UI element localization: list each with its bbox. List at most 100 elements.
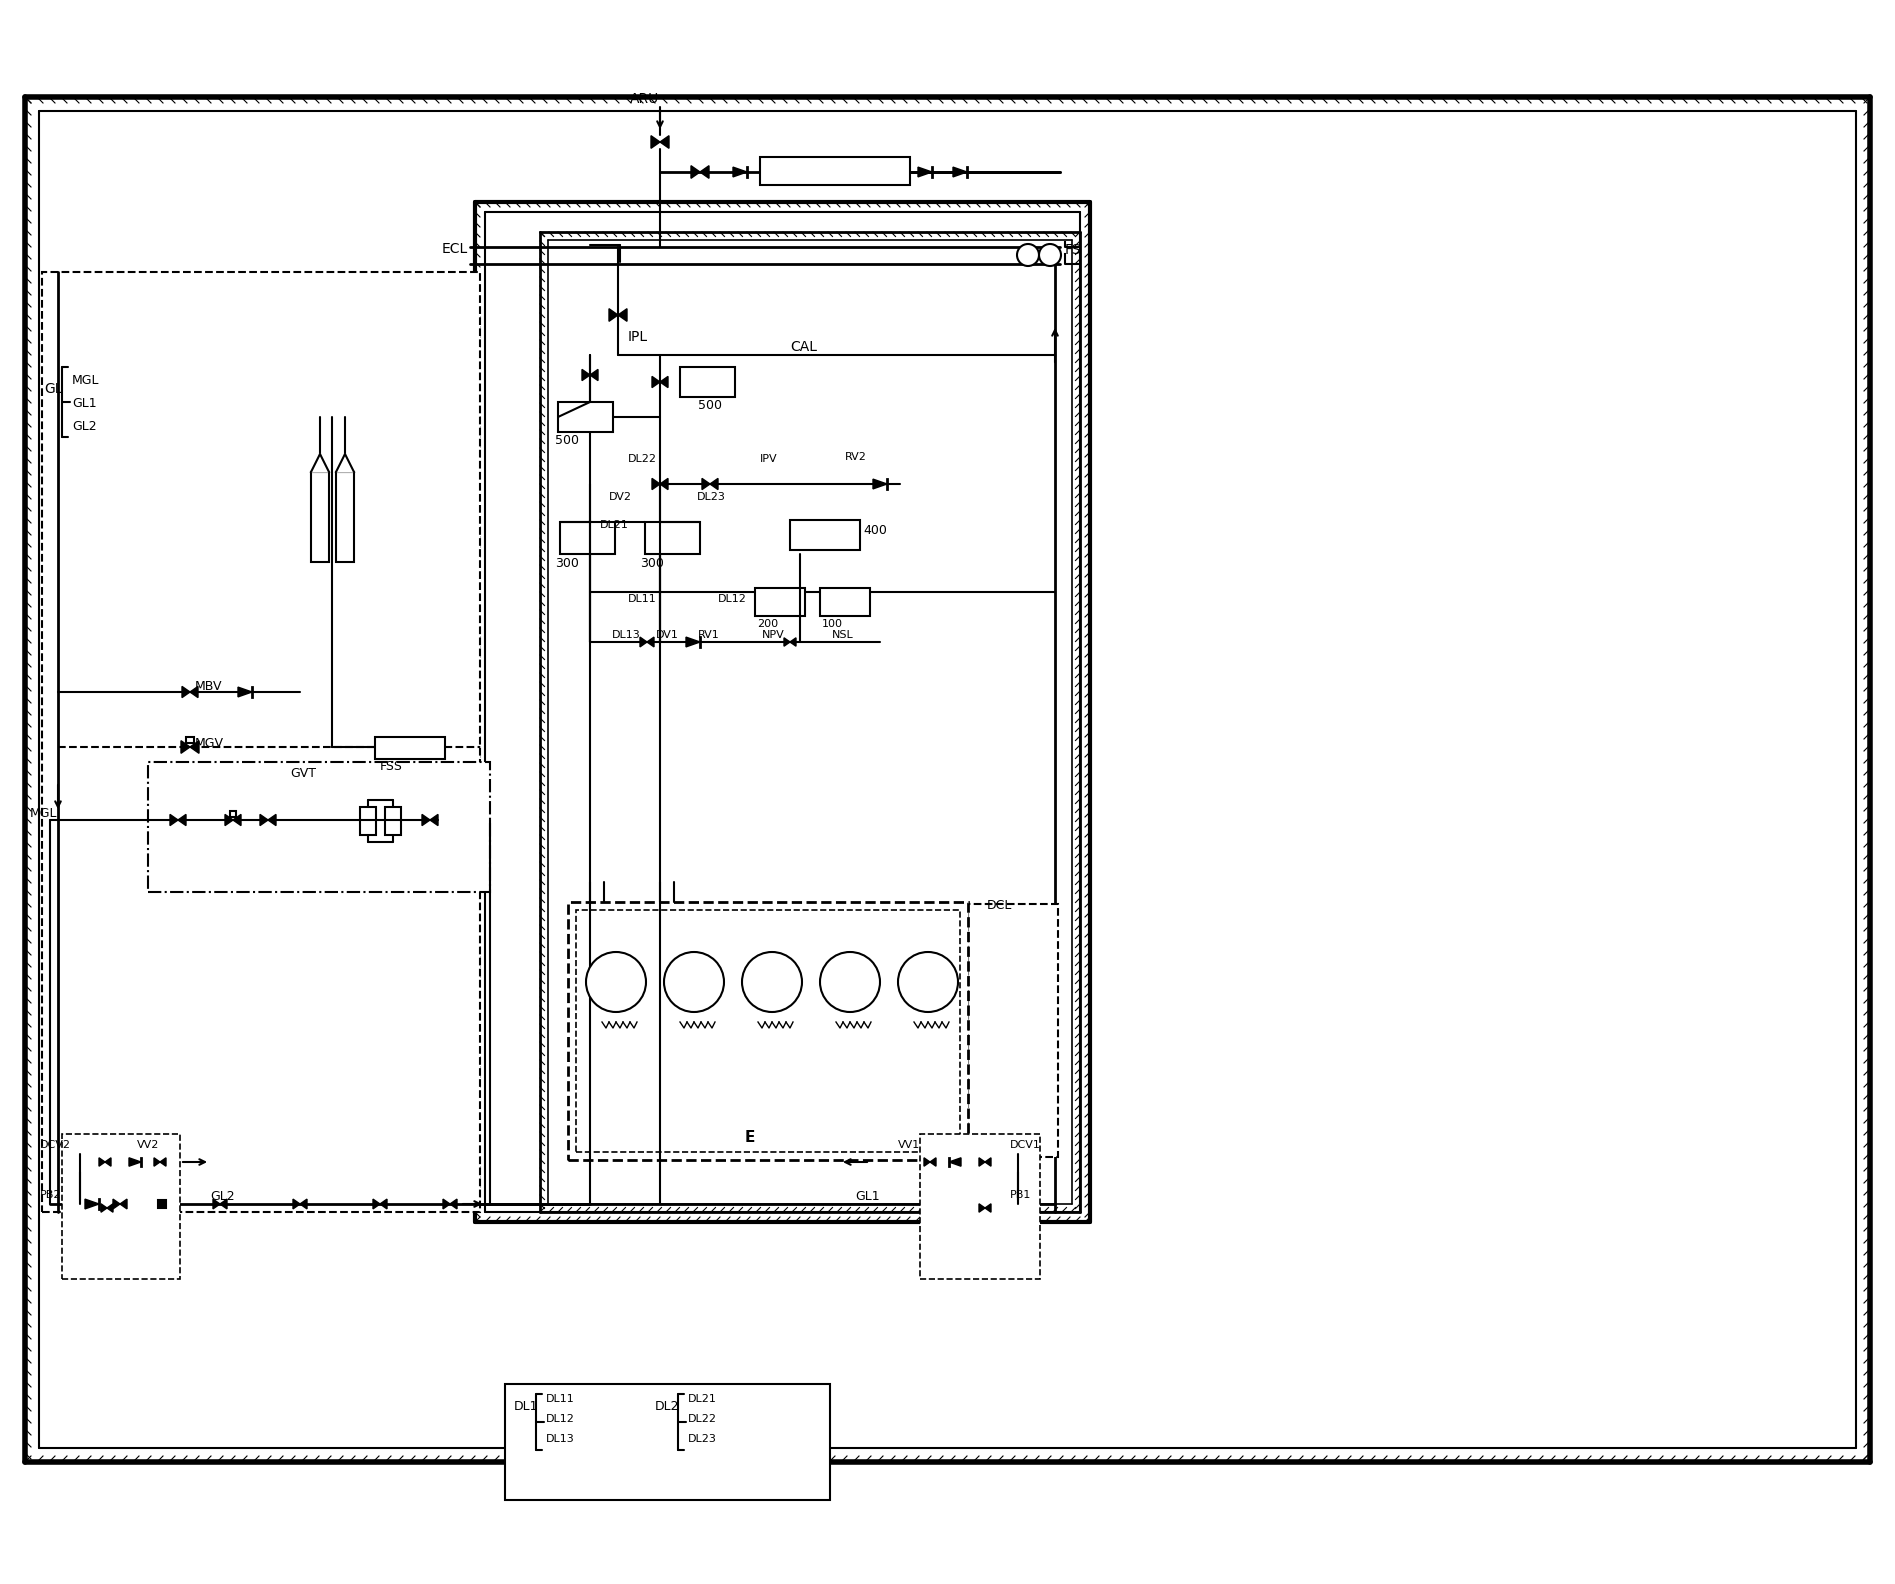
Polygon shape xyxy=(980,1158,985,1166)
Bar xyxy=(157,1201,167,1209)
Text: NPV: NPV xyxy=(762,630,785,640)
Polygon shape xyxy=(106,1204,114,1212)
Polygon shape xyxy=(373,1199,381,1209)
Text: GL1: GL1 xyxy=(72,398,97,410)
Polygon shape xyxy=(153,1158,159,1166)
Polygon shape xyxy=(267,814,277,825)
Text: ECL: ECL xyxy=(442,242,468,257)
Polygon shape xyxy=(443,1199,449,1209)
Text: DL13: DL13 xyxy=(546,1434,574,1445)
Text: DL11: DL11 xyxy=(546,1394,574,1403)
Bar xyxy=(311,472,330,562)
Bar xyxy=(229,811,237,817)
Text: GVT: GVT xyxy=(290,767,316,779)
Polygon shape xyxy=(182,741,190,754)
Bar xyxy=(63,1134,180,1278)
Text: MBV: MBV xyxy=(195,680,222,692)
Bar xyxy=(754,588,805,616)
Polygon shape xyxy=(171,814,178,825)
Polygon shape xyxy=(178,814,186,825)
Text: 300: 300 xyxy=(641,558,663,570)
Text: VV1: VV1 xyxy=(898,1140,921,1150)
Text: MGL: MGL xyxy=(72,374,100,386)
Polygon shape xyxy=(114,1199,119,1209)
Polygon shape xyxy=(260,814,267,825)
Circle shape xyxy=(898,952,959,1012)
Text: IPV: IPV xyxy=(760,455,777,464)
Polygon shape xyxy=(659,377,669,388)
Polygon shape xyxy=(99,1158,104,1166)
Polygon shape xyxy=(949,1158,961,1166)
Text: DL23: DL23 xyxy=(697,493,726,502)
Polygon shape xyxy=(659,478,669,489)
Text: DL11: DL11 xyxy=(627,594,658,604)
Text: DL2: DL2 xyxy=(656,1400,680,1413)
Circle shape xyxy=(663,952,724,1012)
Polygon shape xyxy=(449,1199,457,1209)
Text: 500: 500 xyxy=(697,399,722,412)
Polygon shape xyxy=(985,1204,991,1212)
Text: RV1: RV1 xyxy=(697,630,720,640)
Polygon shape xyxy=(233,814,241,825)
Polygon shape xyxy=(652,478,659,489)
Text: PB1: PB1 xyxy=(1010,1190,1031,1201)
Bar xyxy=(644,523,699,554)
Polygon shape xyxy=(589,369,599,380)
Bar xyxy=(360,806,375,835)
Text: DV2: DV2 xyxy=(608,493,633,502)
Polygon shape xyxy=(785,638,790,646)
Bar xyxy=(680,367,735,398)
Bar xyxy=(335,472,354,562)
Polygon shape xyxy=(212,1199,220,1209)
Text: DL22: DL22 xyxy=(627,455,658,464)
Polygon shape xyxy=(652,136,659,149)
Circle shape xyxy=(821,952,879,1012)
Polygon shape xyxy=(311,455,330,472)
Polygon shape xyxy=(652,377,659,388)
Bar xyxy=(385,806,402,835)
Polygon shape xyxy=(335,455,354,472)
Polygon shape xyxy=(686,637,699,646)
Text: MGL: MGL xyxy=(30,806,57,821)
Polygon shape xyxy=(917,166,932,177)
Polygon shape xyxy=(190,686,197,697)
Text: 500: 500 xyxy=(555,434,580,447)
Bar xyxy=(375,737,445,759)
Polygon shape xyxy=(226,814,233,825)
Polygon shape xyxy=(692,166,699,179)
Text: NSL: NSL xyxy=(832,630,855,640)
Polygon shape xyxy=(699,166,709,179)
Polygon shape xyxy=(129,1158,140,1166)
Polygon shape xyxy=(790,638,796,646)
Bar xyxy=(148,762,491,892)
Polygon shape xyxy=(239,687,252,697)
Bar xyxy=(760,157,910,185)
Polygon shape xyxy=(608,309,618,322)
Polygon shape xyxy=(294,1199,299,1209)
Polygon shape xyxy=(582,369,589,380)
Bar xyxy=(568,901,968,1159)
Text: DL23: DL23 xyxy=(688,1434,716,1445)
Bar xyxy=(1010,1155,1025,1172)
Bar xyxy=(576,909,961,1152)
Text: DL21: DL21 xyxy=(601,520,629,531)
Polygon shape xyxy=(220,1199,227,1209)
Text: IPL: IPL xyxy=(627,329,648,344)
Bar xyxy=(557,402,612,432)
Polygon shape xyxy=(104,1158,112,1166)
Polygon shape xyxy=(980,1204,985,1212)
Text: 400: 400 xyxy=(862,524,887,537)
Text: GL2: GL2 xyxy=(72,420,97,432)
Polygon shape xyxy=(733,166,747,177)
Text: DL12: DL12 xyxy=(546,1415,574,1424)
Bar xyxy=(504,1384,830,1500)
Bar xyxy=(821,588,870,616)
Text: GL2: GL2 xyxy=(210,1190,235,1202)
Text: GL1: GL1 xyxy=(855,1190,879,1202)
Polygon shape xyxy=(381,1199,387,1209)
Polygon shape xyxy=(930,1158,936,1166)
Text: 300: 300 xyxy=(555,558,578,570)
Bar xyxy=(1010,1201,1025,1215)
Text: DL22: DL22 xyxy=(688,1415,716,1424)
Circle shape xyxy=(743,952,802,1012)
